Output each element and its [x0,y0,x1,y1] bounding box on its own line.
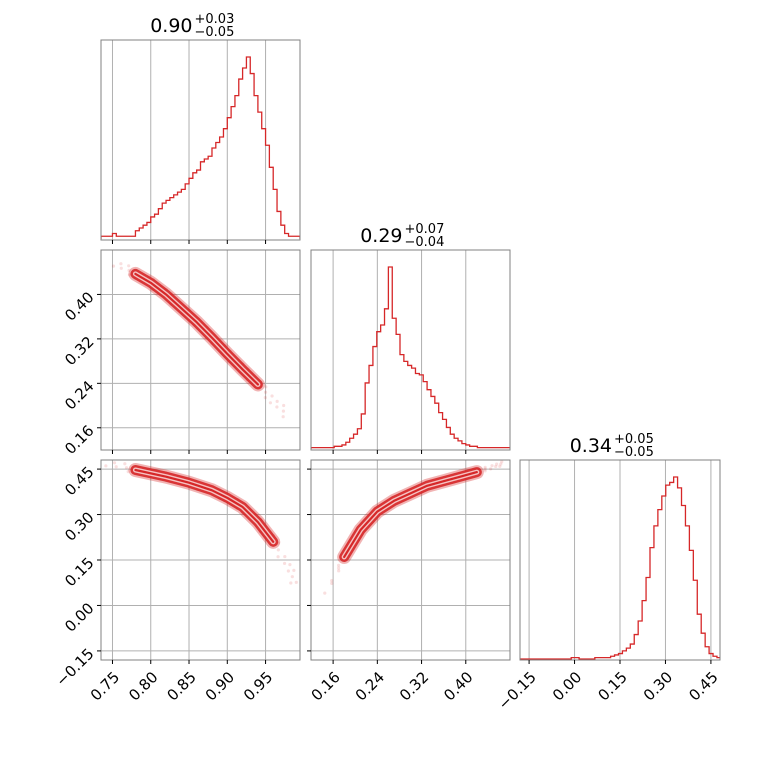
x-tick-label: 0.24 [352,668,388,704]
sample-point [323,591,327,595]
panel-frame-1-1 [310,249,511,451]
histogram-1 [311,266,510,449]
sample-point [290,575,294,579]
density-contour-2 [134,272,260,386]
x-tick-label: 0.80 [125,668,161,704]
y-tick-label: 0.15 [61,554,97,590]
x-tick-label: 0.32 [396,668,432,704]
sample-point [281,409,286,413]
sample-point [289,581,293,585]
x-tick-label: 0.00 [549,668,585,704]
sample-point [288,563,292,567]
data-layer [101,56,720,660]
y-tick-label: 0.16 [61,422,97,458]
sample-point [337,563,341,567]
sample-point [268,401,273,405]
param-title-value: 0.34 [570,435,612,457]
y-tick-label: 0.32 [61,333,97,369]
param-title-lower: −0.05 [195,25,235,40]
sample-point [263,396,267,400]
frame-layer [100,39,721,661]
histogram-0 [101,56,300,239]
sample-point [337,569,341,573]
sample-point [119,266,123,270]
sample-point [112,461,117,465]
sample-point [498,464,502,468]
pair-panel-1-0 [111,262,286,419]
sample-point [114,465,118,469]
sample-point [123,462,127,466]
y-tick-label: 0.40 [61,288,97,324]
sample-point [127,273,132,277]
title-layer: 0.90 +0.03−0.050.29 +0.07−0.040.34 +0.05−0.… [150,12,654,460]
grid-layer [101,40,712,660]
param-title-value: 0.29 [360,225,402,247]
sample-point [483,467,487,471]
sample-point [281,415,285,419]
y-tick-label: 0.45 [61,463,97,499]
x-tick-label: 0.85 [163,668,199,704]
y-tick-label: −0.15 [52,645,97,690]
sample-point [263,390,268,394]
density-contour-2 [343,471,478,559]
sample-point [494,464,498,469]
sample-point [270,394,274,398]
density-contour-2 [134,468,275,543]
sample-point [283,554,287,559]
panel-frame-1-0 [100,249,301,451]
sample-point [483,465,487,469]
param-title-lower: −0.04 [405,235,445,250]
sample-point [276,555,280,559]
sample-point [282,561,287,566]
x-tick-label: 0.45 [685,668,721,704]
x-tick-label: 0.30 [640,668,676,704]
pair-panel-2-0 [104,461,298,585]
pair-panel-2-1 [323,460,504,595]
sample-point [286,569,290,573]
sample-point [499,462,503,466]
x-tick-label: 0.15 [594,668,630,704]
param-title-upper: +0.05 [614,432,654,447]
y-tick-label: 0.24 [61,377,97,413]
param-title-upper: +0.03 [195,12,235,27]
sample-point [127,268,131,272]
sample-point [282,403,286,408]
sample-point [330,581,334,585]
sample-point [483,469,487,473]
sample-point [292,568,296,572]
sample-point [294,580,298,584]
x-tick-label: 0.40 [440,668,476,704]
sample-point [275,405,279,409]
param-title-value: 0.90 [150,15,192,37]
x-tick-label: −0.15 [495,668,540,713]
param-title-upper: +0.07 [405,222,445,237]
sample-point [490,464,494,468]
x-tick-label: 0.90 [202,668,238,704]
density-band-outer [128,463,281,549]
sample-point [127,264,131,268]
sample-point [500,460,504,464]
sample-point [126,470,130,474]
sample-point [264,385,268,389]
sample-point [104,464,108,468]
sample-point [276,548,280,552]
sample-point [119,262,123,266]
sample-point [337,566,341,570]
param-title-lower: −0.05 [614,445,654,460]
y-tick-label: 0.00 [61,599,97,635]
sample-point [111,264,116,268]
sample-point [124,466,129,470]
x-tick-label: 0.16 [308,668,344,704]
sample-point [495,462,499,466]
sample-point [489,467,493,471]
sample-point [275,399,279,403]
x-tick-label: 0.75 [87,668,123,704]
y-tick-label: 0.30 [61,508,97,544]
x-tick-label: 0.95 [240,668,276,704]
histogram-2 [520,476,720,660]
sample-point [330,578,334,583]
panel-frame-0-0 [100,39,301,241]
